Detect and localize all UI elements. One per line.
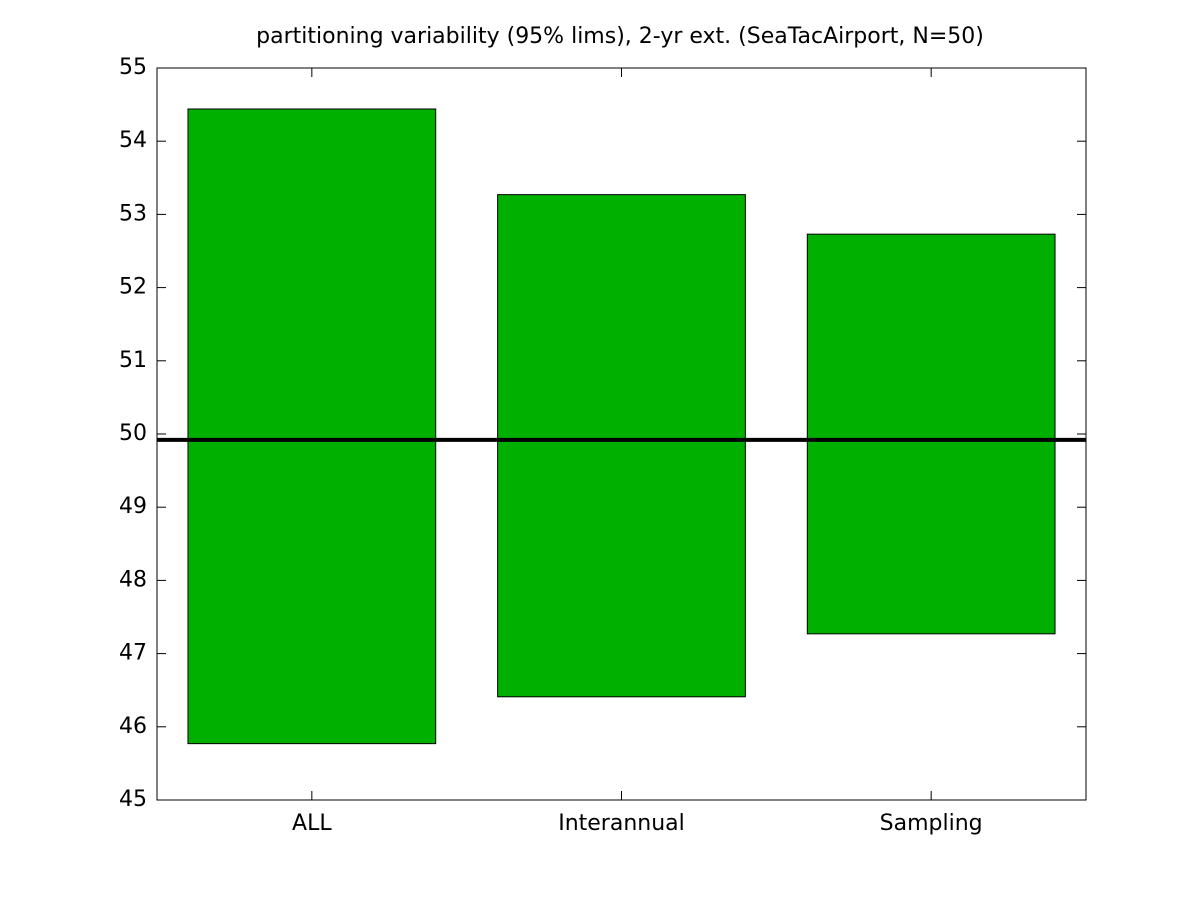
y-tick-label: 54 — [119, 128, 147, 153]
y-tick-label: 48 — [119, 567, 147, 592]
y-tick-label: 46 — [119, 714, 147, 739]
x-tick-label: Sampling — [880, 811, 983, 836]
y-tick-label: 52 — [119, 275, 147, 300]
y-tick-label: 51 — [119, 348, 147, 373]
chart-title: partitioning variability (95% lims), 2-y… — [256, 24, 984, 49]
x-tick-label: ALL — [292, 811, 332, 836]
x-tick-label: Interannual — [558, 811, 685, 836]
y-tick-label: 45 — [119, 787, 147, 812]
bar — [806, 233, 1056, 635]
y-tick-label: 55 — [119, 55, 147, 80]
y-tick-label: 53 — [119, 201, 147, 226]
y-tick-label: 47 — [119, 641, 147, 666]
bar — [497, 194, 746, 698]
plot-frame — [156, 67, 1087, 801]
y-tick-label: 49 — [119, 494, 147, 519]
bar — [187, 108, 437, 745]
y-tick-label: 50 — [119, 421, 147, 446]
